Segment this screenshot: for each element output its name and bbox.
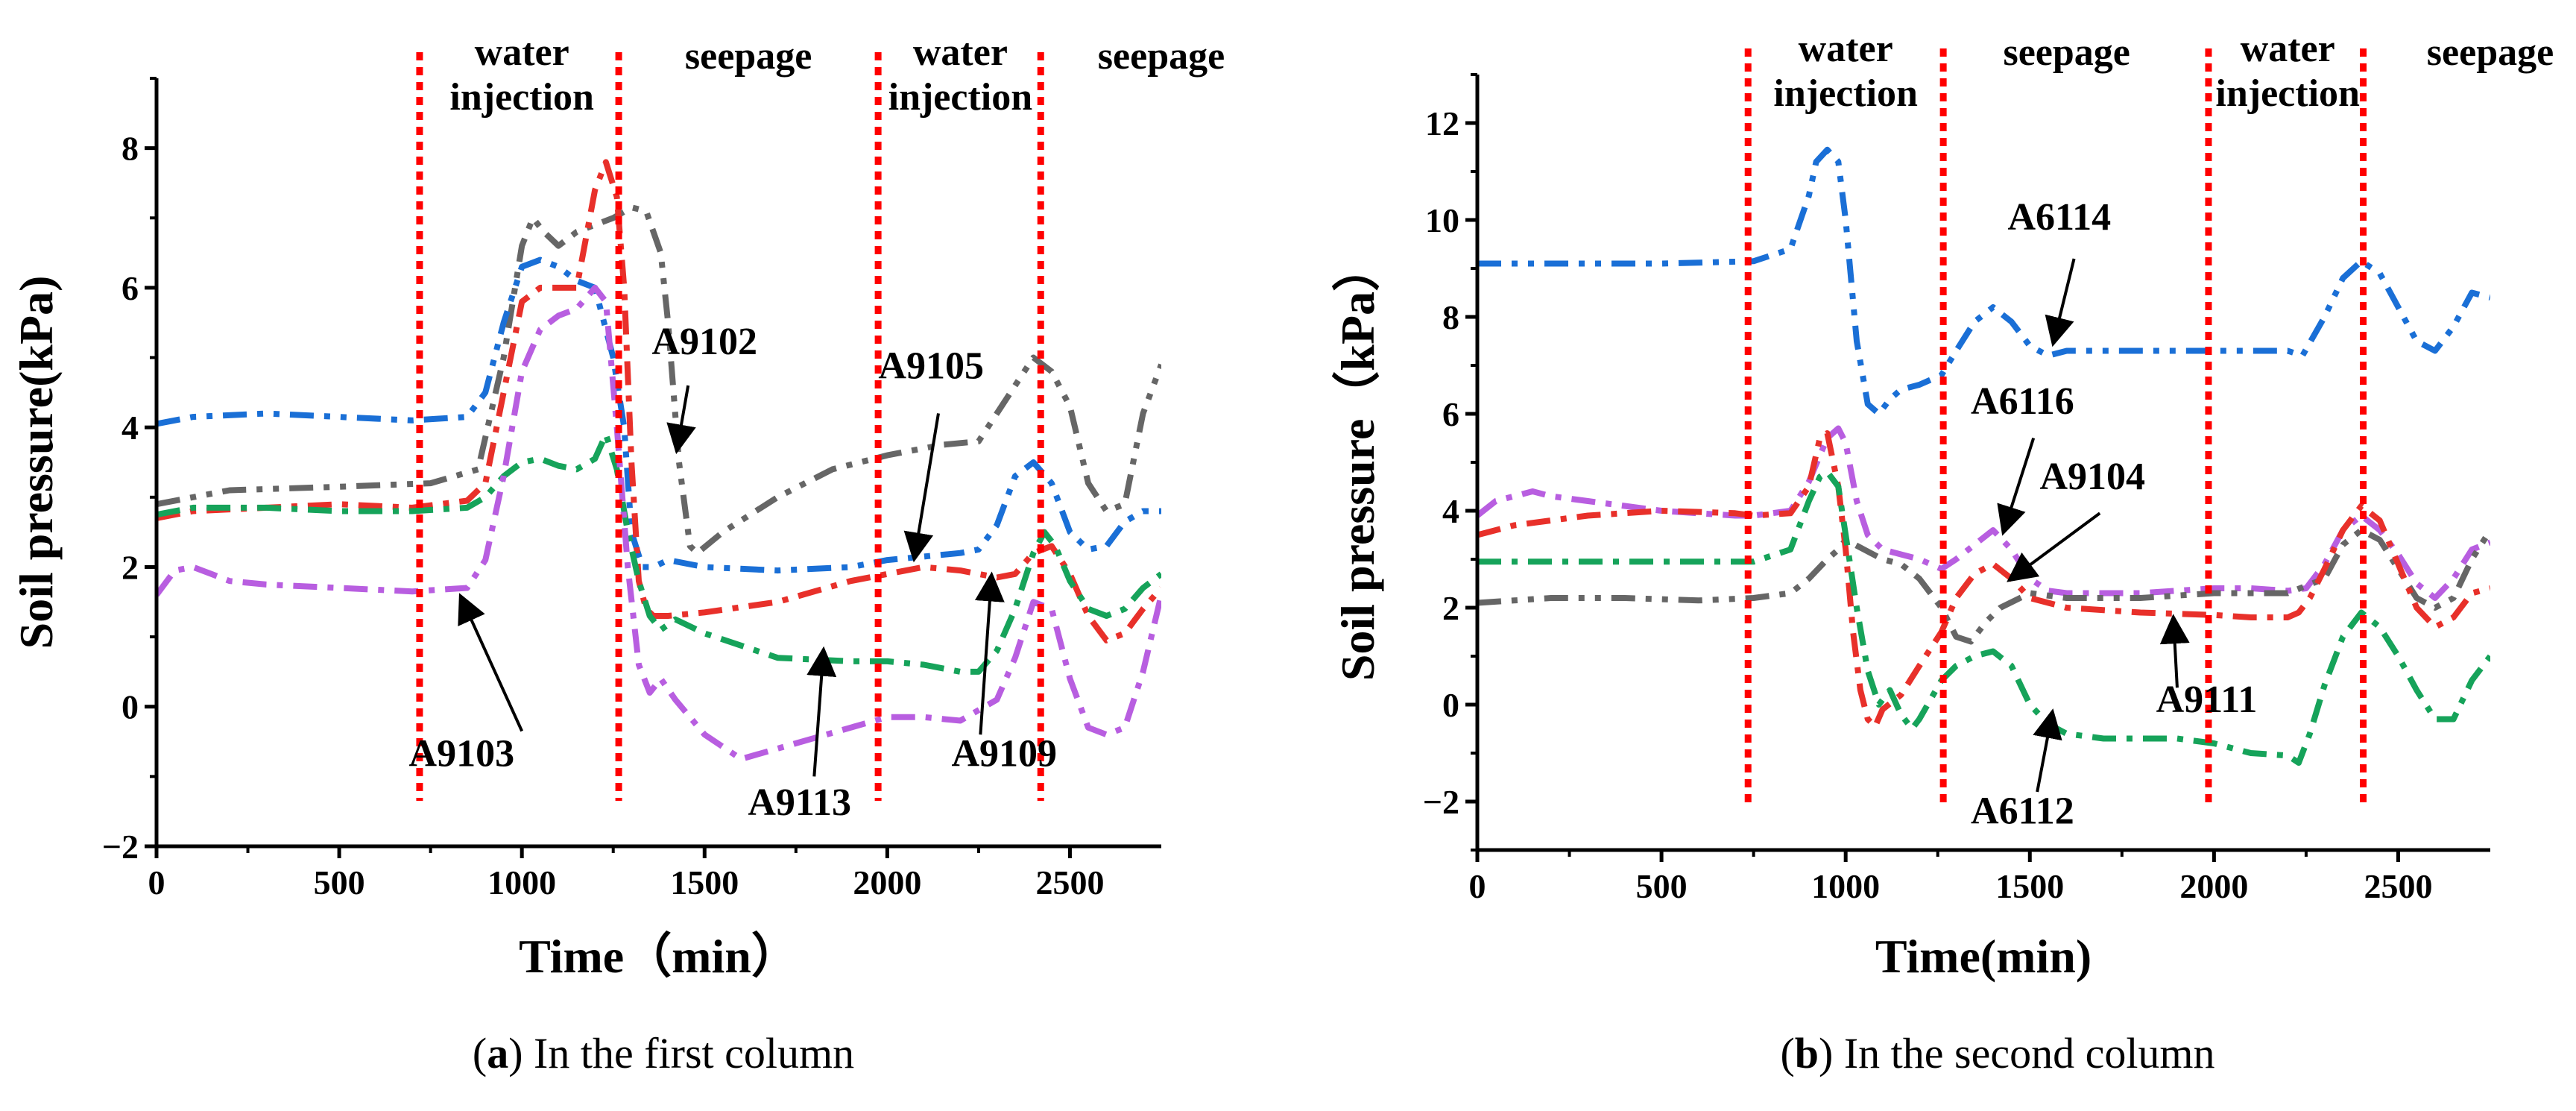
annotation-label: A9113 [748, 781, 851, 824]
series-line-a9104 [1477, 527, 2490, 645]
y-tick-label: 2 [121, 548, 139, 586]
y-axis-label: Soil pressure(kPa) [10, 276, 63, 649]
x-tick-label: 0 [148, 863, 165, 901]
x-tick-label: 500 [1636, 867, 1688, 905]
x-tick-label: 1500 [670, 863, 739, 901]
panel-caption: (a) In the first column [473, 1029, 854, 1077]
series-line-a9105 [157, 256, 1161, 574]
annotation-label: A9104 [2040, 456, 2146, 498]
y-tick-label: −2 [102, 828, 139, 866]
caption-letter: a [487, 1029, 508, 1077]
phase-label: injection [2215, 72, 2360, 115]
y-tick-label: 0 [1442, 686, 1459, 724]
annotation-arrow [1997, 437, 2036, 536]
annotation-label: A9109 [951, 732, 1057, 775]
annotation-arrow [2159, 614, 2190, 688]
y-axis-label: Soil pressure（kPa） [1331, 244, 1384, 681]
series-line-a6116 [1477, 425, 2490, 601]
caption-text: ) In the second column [1819, 1029, 2215, 1077]
annotation-arrow [2007, 512, 2101, 582]
y-tick-label: 4 [1442, 492, 1459, 530]
x-tick-label: 500 [314, 863, 365, 901]
x-axis-label: Time（min） [519, 930, 799, 983]
y-tick-label: 8 [1442, 298, 1459, 336]
annotation-arrow [903, 413, 940, 563]
annotation-label: A9105 [878, 345, 984, 388]
phase-label: water [475, 31, 569, 74]
x-axis-label: Time(min) [1875, 930, 2092, 983]
x-tick-label: 2000 [2179, 867, 2248, 905]
caption-letter: b [1795, 1029, 1819, 1077]
caption-text: ) In the first column [508, 1029, 854, 1077]
series-group [1477, 146, 2490, 766]
y-tick-label: 0 [121, 688, 139, 726]
phase-label: water [1799, 28, 1893, 70]
annotation-label: A9103 [409, 732, 515, 775]
series-line-a9116 [157, 159, 1161, 643]
annotation-arrow [806, 646, 837, 777]
y-tick-label: 12 [1425, 104, 1459, 142]
annotation-label: A9111 [2156, 679, 2258, 721]
annotation-arrow [666, 385, 696, 455]
annotation-arrow [2033, 708, 2062, 793]
phase-label: seepage [2003, 31, 2130, 74]
annotation-arrow [974, 571, 1005, 735]
series-line-a6114 [1477, 146, 2490, 417]
y-tick-label: 2 [1442, 589, 1459, 627]
phase-label: injection [888, 76, 1033, 119]
annotation-label: A6114 [2007, 196, 2111, 239]
y-tick-label: 6 [1442, 395, 1459, 433]
y-tick-label: −2 [1423, 783, 1459, 821]
annotation-label: A9102 [651, 321, 757, 363]
series-group [157, 159, 1161, 762]
annotation-label: A6112 [1971, 790, 2074, 832]
phase-label: seepage [2427, 31, 2554, 74]
y-tick-label: 6 [121, 269, 139, 307]
series-line-a9113 [157, 431, 1161, 675]
phase-label: water [2241, 28, 2335, 70]
caption-open: ( [1780, 1029, 1794, 1077]
x-tick-label: 2500 [1035, 863, 1104, 901]
phase-label: water [913, 31, 1008, 74]
phase-label: seepage [685, 35, 812, 78]
annotation-arrow [2045, 258, 2076, 347]
series-line-a9111 [1477, 430, 2490, 730]
x-tick-label: 2000 [853, 863, 921, 901]
y-tick-label: 4 [121, 409, 139, 447]
x-tick-label: 2500 [2364, 867, 2432, 905]
series-line-a6112 [1477, 469, 2490, 766]
x-tick-label: 1000 [1811, 867, 1880, 905]
phase-label: injection [449, 76, 594, 119]
y-tick-label: 8 [121, 130, 139, 168]
annotation-arrow [458, 593, 524, 732]
panel-caption: (b) In the second column [1780, 1029, 2214, 1077]
x-tick-label: 1500 [1995, 867, 2064, 905]
x-tick-label: 0 [1469, 867, 1486, 905]
phase-label: injection [1773, 72, 1918, 115]
series-line-a9102 [157, 204, 1161, 556]
annotation-label: A6116 [1971, 380, 2074, 423]
phase-label: seepage [1098, 35, 1225, 78]
x-tick-label: 1000 [487, 863, 556, 901]
caption-open: ( [473, 1029, 487, 1077]
y-tick-label: 10 [1425, 201, 1459, 239]
